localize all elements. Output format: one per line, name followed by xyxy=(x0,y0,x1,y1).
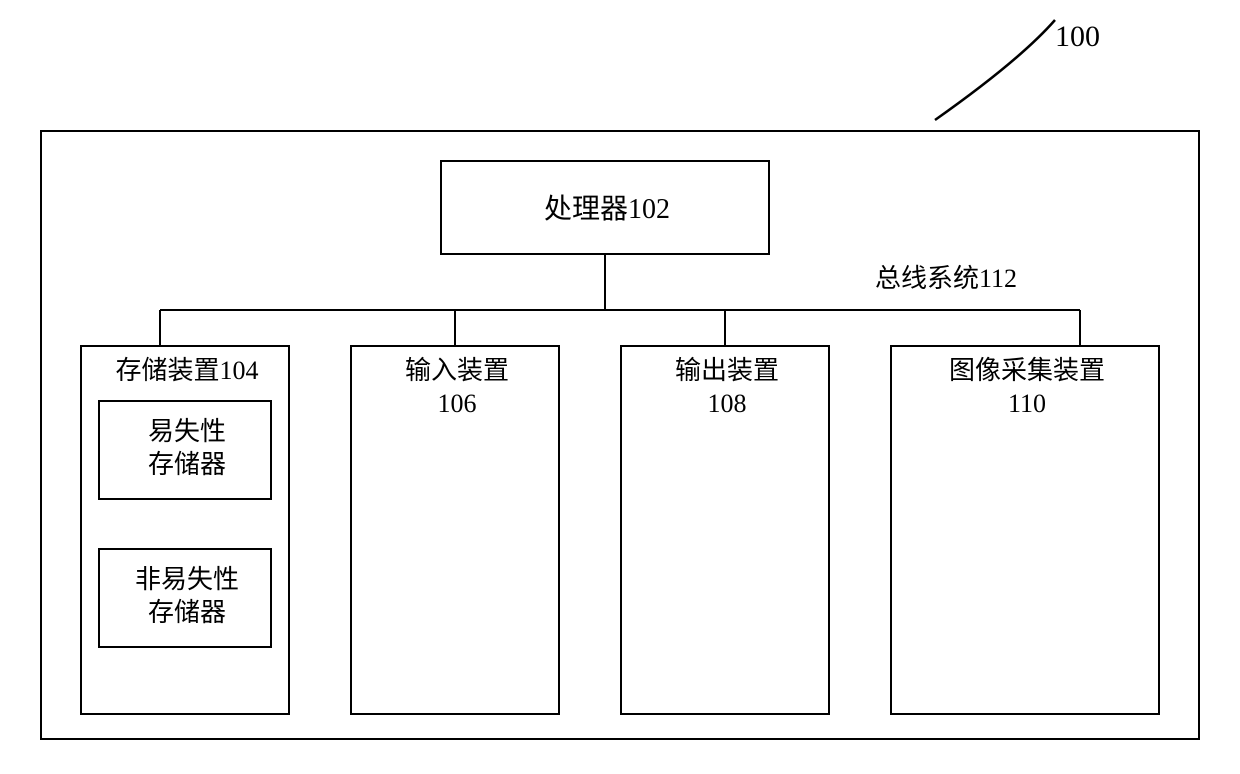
output-title: 输出装置 108 xyxy=(622,355,832,420)
input-title: 输入装置 106 xyxy=(352,355,562,420)
bus-label: 总线系统112 xyxy=(875,263,1017,296)
storage-title: 存储装置104 xyxy=(82,355,292,388)
nonvolatile-box: 非易失性 存储器 xyxy=(98,548,272,648)
system-label: 100 xyxy=(1055,18,1100,56)
pointer-arc xyxy=(935,20,1055,120)
volatile-box: 易失性 存储器 xyxy=(98,400,272,500)
nonvolatile-label: 非易失性 存储器 xyxy=(100,564,274,629)
input-box: 输入装置 106 xyxy=(350,345,560,715)
diagram-canvas: 100 处理器102 总线系统112 存储装置104 易失性 存储器 非易失性 … xyxy=(0,0,1240,774)
image-title: 图像采集装置 110 xyxy=(892,355,1162,420)
processor-box: 处理器102 xyxy=(440,160,770,255)
image-box: 图像采集装置 110 xyxy=(890,345,1160,715)
volatile-label: 易失性 存储器 xyxy=(100,416,274,481)
processor-label: 处理器102 xyxy=(442,192,772,227)
output-box: 输出装置 108 xyxy=(620,345,830,715)
